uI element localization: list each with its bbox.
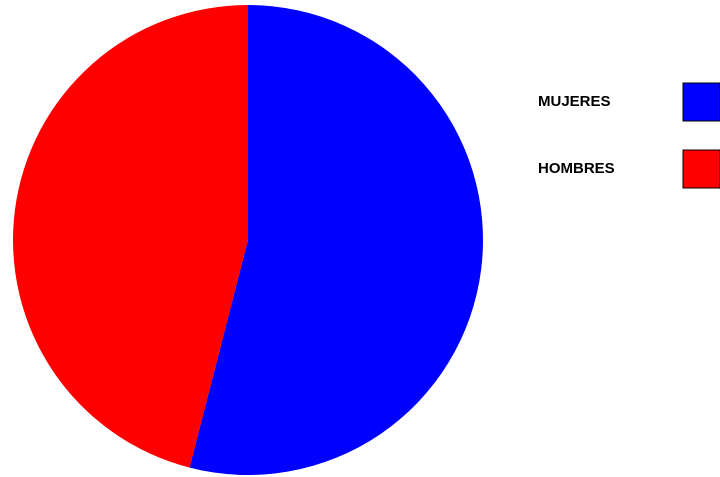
legend-swatch: [682, 82, 720, 122]
pie-slice: [13, 5, 248, 468]
pie-slice: [189, 5, 484, 475]
legend-label: HOMBRES: [538, 160, 615, 177]
legend-swatch: [682, 149, 720, 189]
legend-label: MUJERES: [538, 93, 611, 110]
